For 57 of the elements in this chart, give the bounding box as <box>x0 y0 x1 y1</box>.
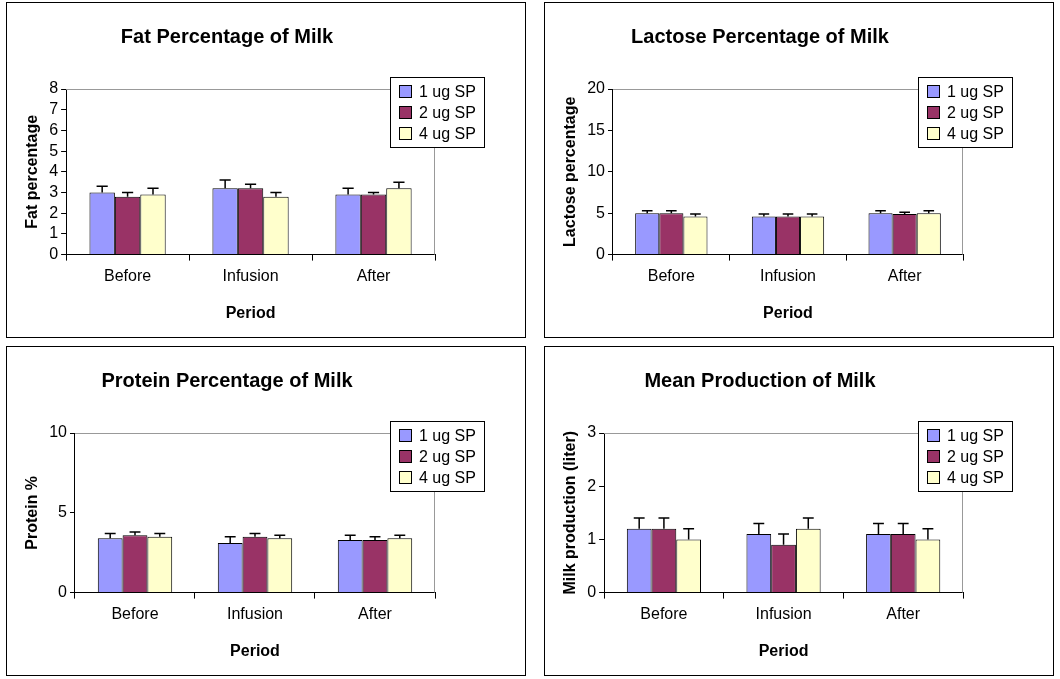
y-tick-label: 5 <box>49 141 59 159</box>
y-tick-label: 10 <box>587 162 606 180</box>
x-tick-label: Before <box>111 604 159 622</box>
legend-label: 2 ug SP <box>947 447 1004 467</box>
x-axis-title: Period <box>758 641 809 659</box>
y-tick-label: 5 <box>58 503 68 521</box>
y-tick-label: 4 <box>49 162 59 180</box>
chart-title: Mean Production of Milk <box>644 368 877 391</box>
y-axis-title: Protein % <box>23 475 41 550</box>
y-tick-label: 0 <box>58 583 68 601</box>
legend-label: 1 ug SP <box>419 82 476 102</box>
y-tick-label: 2 <box>49 203 59 221</box>
y-tick-label: 8 <box>49 79 59 97</box>
y-tick-label: 7 <box>49 100 59 118</box>
chart-title: Fat Percentage of Milk <box>120 24 335 47</box>
x-tick-label: Before <box>104 266 152 284</box>
legend-label: 4 ug SP <box>947 468 1004 488</box>
x-tick-label: After <box>356 266 392 284</box>
x-tick-label: Infusion <box>755 604 812 622</box>
legend-label: 1 ug SP <box>947 82 1004 102</box>
y-tick-label: 0 <box>49 245 59 263</box>
y-axis-title: Fat percentage <box>23 114 41 229</box>
y-tick-label: 2 <box>587 476 597 494</box>
y-tick-label: 0 <box>596 245 606 263</box>
legend-label: 2 ug SP <box>947 103 1004 123</box>
legend-label: 2 ug SP <box>419 447 476 467</box>
x-tick-label: Infusion <box>222 266 279 284</box>
legend-label: 4 ug SP <box>947 124 1004 144</box>
y-tick-label: 3 <box>587 423 597 441</box>
x-tick-label: After <box>358 604 393 622</box>
legend-label: 2 ug SP <box>419 103 476 123</box>
y-tick-label: 15 <box>587 120 606 138</box>
legend-label: 4 ug SP <box>419 468 476 488</box>
legend-label: 1 ug SP <box>947 426 1004 446</box>
x-tick-label: Before <box>647 266 695 284</box>
legend-label: 4 ug SP <box>419 124 476 144</box>
y-tick-label: 0 <box>587 583 597 601</box>
x-tick-label: Infusion <box>226 604 284 622</box>
y-tick-label: 20 <box>587 79 606 97</box>
x-tick-label: After <box>886 604 921 622</box>
legend-label: 1 ug SP <box>419 426 476 446</box>
x-axis-title: Period <box>763 303 813 321</box>
y-tick-label: 1 <box>49 224 59 242</box>
chart-title: Lactose Percentage of Milk <box>631 24 890 47</box>
y-axis-title: Lactose percentage <box>561 96 579 247</box>
x-axis-title: Period <box>225 303 276 321</box>
y-tick-label: 3 <box>49 182 59 200</box>
chart-title: Protein Percentage of Milk <box>101 368 354 391</box>
y-axis-title: Milk production (liter) <box>561 431 579 595</box>
y-tick-label: 6 <box>49 120 59 138</box>
x-tick-label: After <box>887 266 923 284</box>
x-tick-label: Infusion <box>759 266 817 284</box>
y-tick-label: 10 <box>49 423 68 441</box>
x-tick-label: Before <box>640 604 688 622</box>
y-tick-label: 1 <box>587 529 597 547</box>
x-axis-title: Period <box>230 641 280 659</box>
y-tick-label: 5 <box>596 203 606 221</box>
